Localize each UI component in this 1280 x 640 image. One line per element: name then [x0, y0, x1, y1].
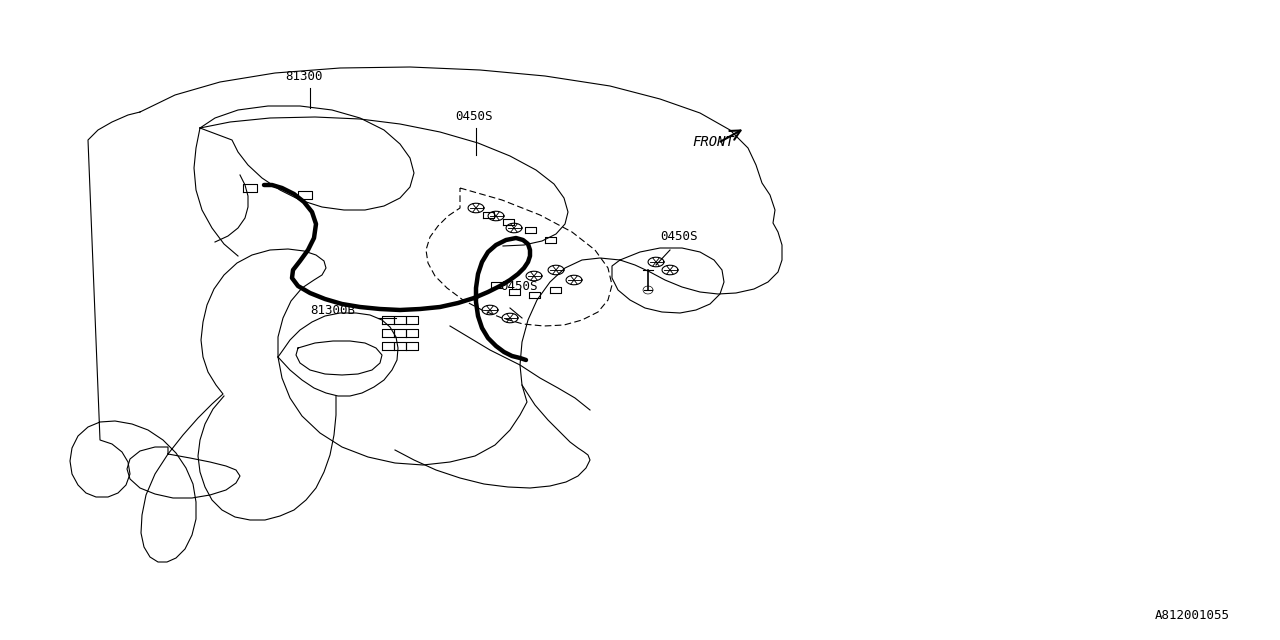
Text: 0450S: 0450S: [500, 280, 538, 293]
Text: 0450S: 0450S: [660, 230, 698, 243]
Text: 81300B: 81300B: [310, 304, 355, 317]
Text: FRONT: FRONT: [692, 135, 733, 149]
Text: A812001055: A812001055: [1155, 609, 1230, 622]
Text: 0450S: 0450S: [454, 110, 493, 123]
Text: 81300: 81300: [285, 70, 323, 83]
